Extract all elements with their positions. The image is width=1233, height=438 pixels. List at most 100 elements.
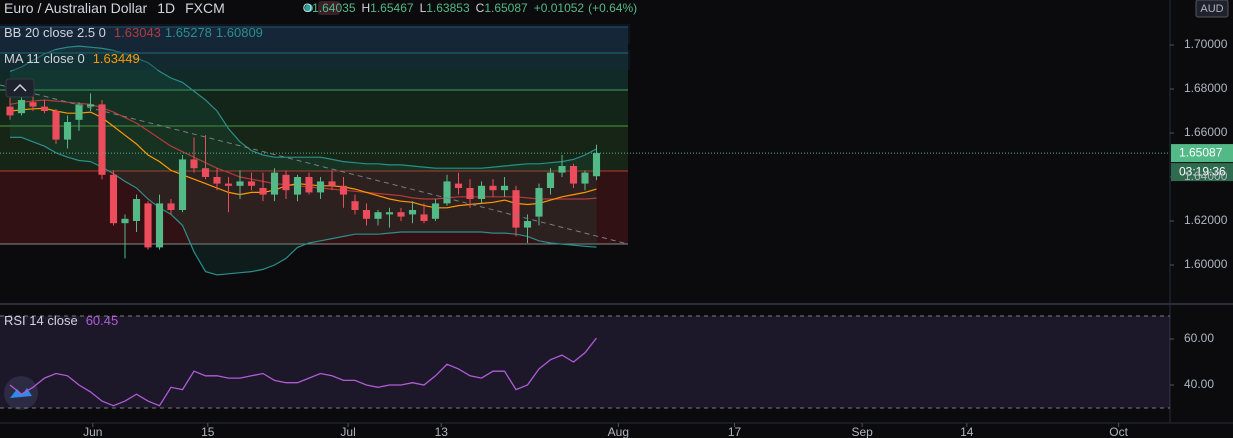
currency-label: AUD	[1200, 3, 1223, 15]
candle-body	[29, 102, 37, 107]
ohlc-letter: O	[303, 1, 312, 15]
candle-body	[293, 176, 302, 195]
rsi-band	[0, 315, 1170, 409]
rsi-value: 60.45	[86, 313, 119, 328]
candle-body	[581, 172, 589, 184]
x-tick-label: Sep	[851, 425, 873, 438]
candle-body	[351, 201, 359, 211]
source: FXCM	[185, 0, 225, 16]
candle-body	[385, 212, 394, 215]
y-tick-label: 1.66000	[1184, 125, 1228, 139]
header: Euro / Australian Dollar 1D FXCM O1.64035 H1…	[4, 0, 637, 16]
indicator-value: 1.63043	[114, 25, 161, 40]
candle-body	[75, 104, 83, 120]
candle-body	[213, 176, 221, 184]
candle-body	[535, 187, 543, 217]
candle-body	[98, 104, 106, 175]
candle-body	[316, 181, 325, 193]
indicator-legend: MA 11 close 0 1.63449	[4, 51, 140, 66]
price-badge	[1171, 144, 1233, 163]
candle-body	[489, 185, 497, 191]
rsi-legend: RSI 14 close 60.45	[4, 313, 118, 328]
candle-body	[178, 159, 187, 211]
symbol: Euro / Australian Dollar	[4, 0, 148, 16]
y-tick-label: 1.70000	[1184, 37, 1228, 51]
fib-zone	[0, 170, 628, 244]
candle-body	[362, 210, 371, 219]
candle-body	[477, 185, 486, 200]
candle-body	[443, 181, 451, 204]
legend-bg	[0, 50, 630, 70]
y-tick-label: 1.68000	[1184, 81, 1228, 95]
interval: 1D	[157, 0, 175, 16]
candle-body	[155, 203, 164, 248]
candle-body	[374, 212, 382, 219]
indicator-name: MA 11 close 0	[4, 51, 85, 66]
candle-body	[592, 153, 601, 177]
x-tick-label: Oct	[1109, 425, 1128, 438]
bb-fill	[10, 46, 597, 275]
candle-body	[132, 199, 141, 222]
y-tick-label: 60.00	[1184, 331, 1214, 345]
currency-badge[interactable]	[1195, 0, 1229, 18]
rsi-title: RSI 14 close	[4, 313, 78, 328]
ohlc-value: 1.65087	[484, 1, 528, 15]
collapse-icon	[13, 83, 27, 92]
indicator-value: 1.63449	[93, 51, 140, 66]
candle-body	[52, 110, 60, 140]
indicator-line	[9, 45, 597, 169]
candle-body	[40, 106, 49, 111]
candle-body	[523, 221, 532, 228]
candle-body	[339, 185, 348, 195]
candle-body	[63, 121, 72, 140]
status-dot	[305, 4, 313, 12]
candle-body	[224, 183, 233, 186]
ohlc-letter: L	[420, 1, 427, 15]
indicator-line	[10, 136, 597, 276]
candle-body	[420, 214, 428, 222]
candle-body	[500, 185, 509, 191]
x-tick-label: Jul	[340, 425, 355, 438]
ohlc-value: 1.65467	[370, 1, 414, 15]
legend-bg	[0, 24, 630, 44]
x-tick-label: 17	[728, 425, 742, 438]
rsi-line	[9, 337, 598, 407]
price-pane	[0, 26, 1170, 276]
candle-body	[247, 181, 256, 186]
candle-body	[282, 174, 290, 191]
candle-body	[201, 168, 210, 177]
candle-body	[397, 212, 405, 217]
candle-body	[121, 218, 129, 224]
candle-body	[144, 203, 152, 248]
candle-body	[17, 99, 26, 114]
overlay: 1.65087 03:19:36 Euro / Australian Dollar 1…	[0, 0, 1233, 182]
price-badge-label: 1.65087	[1179, 145, 1223, 159]
candle-body	[6, 106, 14, 116]
x-tick-label: Jun	[83, 425, 102, 438]
indicator-line	[9, 107, 597, 209]
indicator-line	[9, 99, 597, 200]
candle-body	[558, 165, 566, 173]
countdown-label: 03:19:36	[1179, 164, 1226, 178]
candle-body	[328, 181, 336, 186]
candle-body	[259, 187, 267, 195]
y-tick-label: 1.60000	[1184, 257, 1228, 271]
x-tick-label: 15	[201, 425, 215, 438]
candle-body	[431, 203, 440, 219]
ohlc-letter: H	[362, 1, 371, 15]
ohlc-letter: C	[476, 1, 485, 15]
candle-body	[86, 104, 95, 107]
candle-body	[466, 187, 474, 200]
countdown-badge	[1171, 163, 1233, 182]
ohlc-value: 1.64035	[312, 1, 356, 15]
alert-badge[interactable]	[318, 1, 340, 15]
candle-body	[512, 190, 520, 228]
x-tick-label: 14	[960, 425, 974, 438]
indicator-value: 1.60809	[216, 25, 263, 40]
candle-body	[569, 165, 578, 184]
y-tick-label: 1.62000	[1184, 213, 1228, 227]
collapse-button[interactable]	[5, 78, 35, 98]
x-tick-label: Aug	[608, 425, 629, 438]
